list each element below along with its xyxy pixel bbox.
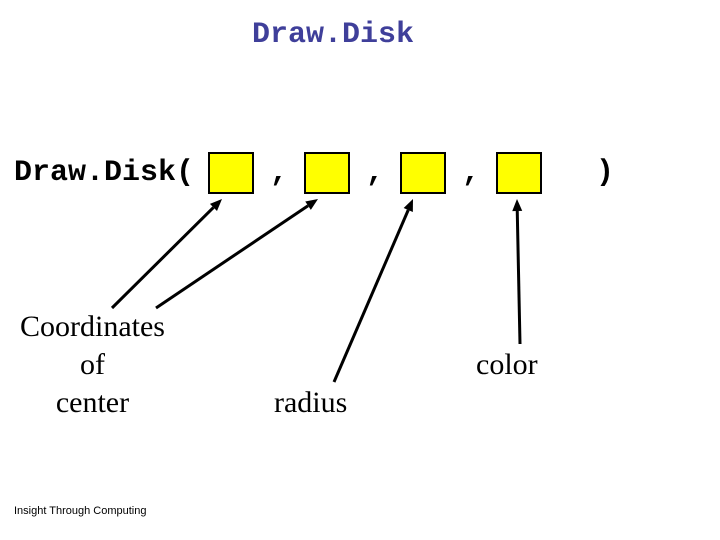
annot-coords-line: Coordinates xyxy=(20,308,165,346)
annot-coords-line: center xyxy=(20,384,165,422)
param-box-2 xyxy=(304,152,350,194)
annot-radius: radius xyxy=(274,386,347,420)
annot-color: color xyxy=(476,348,538,382)
param-box-3 xyxy=(400,152,446,194)
slide-title: Draw.Disk xyxy=(252,18,414,52)
param-box-4 xyxy=(496,152,542,194)
code-prefix: Draw.Disk( xyxy=(14,156,194,190)
close-paren: ) xyxy=(596,156,614,190)
annot-coords-line: of xyxy=(20,346,165,384)
comma-2: , xyxy=(366,156,384,190)
annot-coords: Coordinatesofcenter xyxy=(20,308,165,422)
footer-text: Insight Through Computing xyxy=(14,505,147,517)
comma-1: , xyxy=(270,156,288,190)
comma-3: , xyxy=(462,156,480,190)
arrows-layer xyxy=(0,0,720,540)
param-box-1 xyxy=(208,152,254,194)
